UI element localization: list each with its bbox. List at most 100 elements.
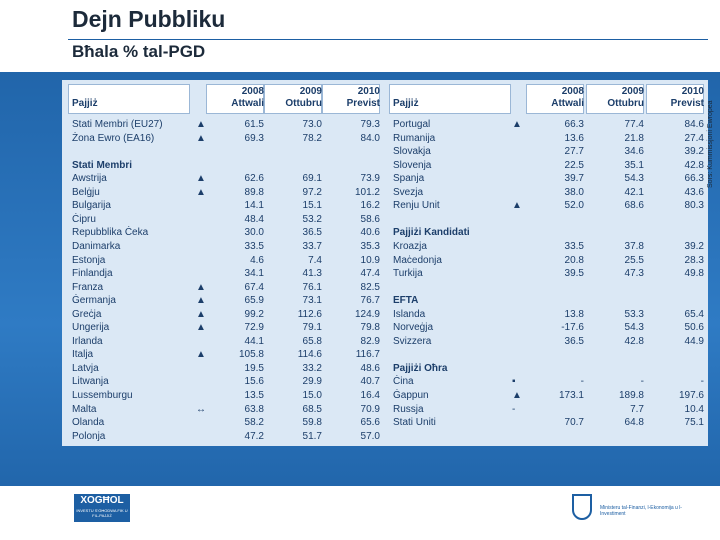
row-name: Norveġja	[393, 322, 434, 334]
row-value: -	[640, 376, 644, 388]
row-name: Malta	[72, 403, 97, 415]
column-year: 2008	[561, 86, 584, 97]
row-value: 66.3	[684, 173, 704, 185]
row-value: 78.2	[302, 132, 322, 144]
row-value: 48.6	[360, 362, 380, 374]
row-value: 47.3	[624, 268, 644, 280]
row-value: 80.3	[684, 200, 704, 212]
row-value: 50.6	[684, 322, 704, 334]
subtitle: Bħala % tal-PGD	[72, 42, 206, 61]
row-value: 42.8	[624, 335, 644, 347]
row-name: Spanja	[393, 173, 425, 185]
title: Dejn Pubbliku	[72, 6, 226, 32]
row-value: 36.5	[302, 227, 322, 239]
row-value: 65.8	[302, 335, 322, 347]
row-value: 27.4	[684, 132, 704, 144]
row-name: Franza	[72, 281, 104, 293]
row-value: 66.3	[564, 119, 584, 130]
row-value: 42.1	[624, 186, 644, 198]
row-value: 197.6	[678, 390, 704, 401]
row-value: -	[580, 376, 584, 388]
row-name: Russja	[393, 403, 424, 415]
column-label: Attwali	[551, 98, 584, 109]
row-value: 73.0	[302, 119, 322, 130]
row-value: 33.7	[302, 240, 322, 252]
row-name: Latvja	[72, 362, 99, 374]
logo: XOGĦOL	[74, 494, 130, 522]
row-value: 76.1	[302, 281, 322, 293]
row-value: 30.0	[244, 227, 264, 239]
row-value: 19.5	[244, 362, 264, 374]
row-value: 89.8	[244, 186, 264, 198]
row-value: 39.2	[684, 146, 704, 158]
row-value: 16.2	[360, 200, 380, 212]
row-indicator: -	[512, 403, 516, 415]
row-value: 15.1	[302, 200, 322, 212]
row-value: 43.6	[684, 186, 704, 198]
row-name: Slovenja	[393, 159, 432, 171]
row-indicator: ▲	[512, 119, 522, 130]
row-value: 101.2	[354, 186, 380, 198]
row-name: Italja	[72, 349, 94, 361]
row-name: Islanda	[393, 308, 426, 320]
row-value: -17.6	[561, 322, 584, 334]
row-value: 53.3	[624, 308, 644, 320]
row-value: 57.0	[360, 430, 380, 442]
header-cell	[586, 84, 644, 114]
rule	[68, 39, 708, 40]
row-name: Estonja	[72, 254, 106, 266]
row-value: 53.2	[302, 213, 322, 225]
row-value: -	[700, 376, 704, 388]
header-cell	[389, 84, 511, 114]
group-title: EFTA	[393, 295, 419, 307]
row-name: Maċedonja	[393, 254, 442, 266]
column-year: 2009	[299, 86, 322, 97]
header-cell	[264, 84, 322, 114]
row-value: 7.7	[630, 403, 644, 415]
row-value: 82.9	[360, 335, 380, 347]
row-name: Svizzera	[393, 335, 432, 347]
row-value: 37.8	[624, 240, 644, 252]
row-value: 15.0	[302, 390, 322, 401]
row-value: 25.5	[624, 254, 644, 266]
row-value: 13.8	[564, 308, 584, 320]
row-name: Awstrija	[72, 173, 107, 185]
row-value: 38.0	[564, 186, 584, 198]
row-name: Ungerija	[72, 322, 110, 334]
row-value: 42.8	[684, 159, 704, 171]
row-value: 15.6	[244, 376, 264, 388]
row-value: 40.7	[360, 376, 380, 388]
row-value: 54.3	[624, 322, 644, 334]
row-value: 73.1	[302, 295, 322, 307]
row-value: 13.5	[244, 390, 264, 401]
row-value: 99.2	[244, 308, 264, 320]
header-cell	[68, 84, 190, 114]
row-name: Polonja	[72, 430, 106, 442]
row-value: 4.6	[250, 254, 264, 266]
row-indicator: ▲	[196, 308, 206, 320]
row-value: 70.7	[564, 417, 584, 429]
header-cell	[206, 84, 264, 114]
row-value: 84.6	[684, 119, 704, 130]
ministry: Ministeru tal-Finanzi, l-Ekonomija u l-I…	[600, 505, 682, 517]
row-value: 35.1	[624, 159, 644, 171]
row-name: Żona Ewro (EA16)	[72, 132, 155, 144]
row-name: Olanda	[72, 417, 105, 429]
row-indicator: ▲	[196, 119, 206, 130]
column-label: Previst	[346, 98, 380, 109]
row-value: 58.2	[244, 417, 264, 429]
row-value: 16.4	[360, 390, 380, 401]
row-name: Belġju	[72, 186, 100, 198]
row-value: 34.1	[244, 268, 264, 280]
table-panel	[62, 80, 708, 446]
row-value: 173.1	[558, 390, 584, 401]
row-value: 41.3	[302, 268, 322, 280]
row-value: 116.7	[355, 349, 380, 361]
row-value: 13.6	[564, 132, 584, 144]
row-value: 20.8	[564, 254, 584, 266]
tagline: INVESTU S'GĦODWA FIK U FIL-PAJJIŻ	[76, 508, 128, 518]
row-name: Bulgarija	[72, 200, 111, 212]
row-value: 21.8	[624, 132, 644, 144]
row-indicator: ▲	[196, 295, 206, 307]
